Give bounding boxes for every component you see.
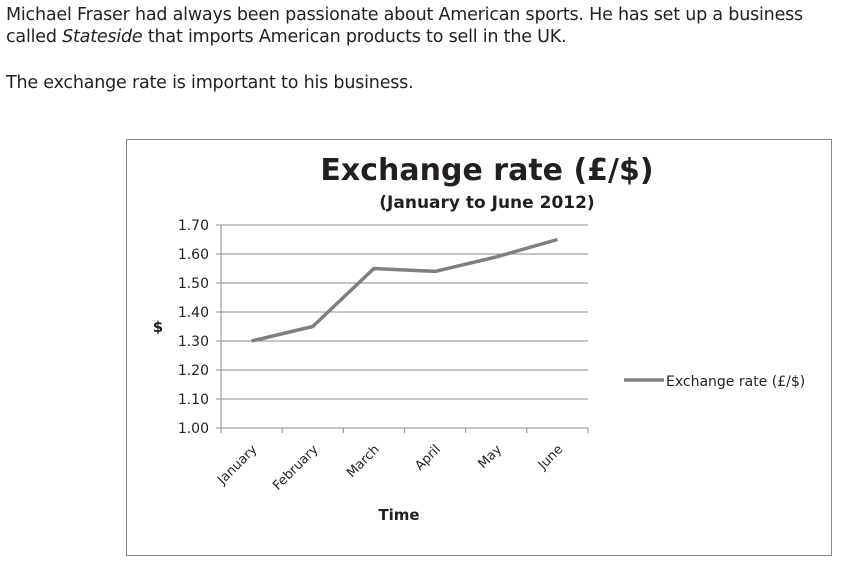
y-tick-label: 1.60 [178,247,209,263]
y-tick-label: 1.40 [178,305,209,321]
y-tick-label: 1.70 [178,218,209,234]
intro-paragraph: Michael Fraser had always been passionat… [6,4,856,48]
x-axis-label: Time [378,506,419,524]
y-axis-label: $ [153,318,163,336]
legend-label: Exchange rate (£/$) [666,374,805,390]
y-tick-label: 1.30 [178,334,209,350]
y-tick-label: 1.50 [178,276,209,292]
x-tick-label: February [270,442,322,494]
intro-text: Michael Fraser had always been passionat… [6,5,803,47]
y-tick-label: 1.00 [178,421,209,437]
x-tick-label: June [535,442,566,473]
chart-subtitle: (January to June 2012) [379,193,594,213]
series-line-exchange-rate [251,237,558,343]
x-tick-label: March [344,442,383,481]
exchange-rate-note: The exchange rate is important to his bu… [6,73,414,93]
intro-text-end: that imports American products to sell i… [142,27,567,47]
y-tick-label: 1.20 [178,363,209,379]
x-tick-label: April [412,442,444,474]
chart-title: Exchange rate (£/$) [320,153,653,188]
business-name: Stateside [62,27,143,47]
x-tick-label: January [214,442,260,488]
x-tick-label: May [475,442,505,472]
y-tick-label: 1.10 [178,392,209,408]
chart-frame [126,139,832,556]
